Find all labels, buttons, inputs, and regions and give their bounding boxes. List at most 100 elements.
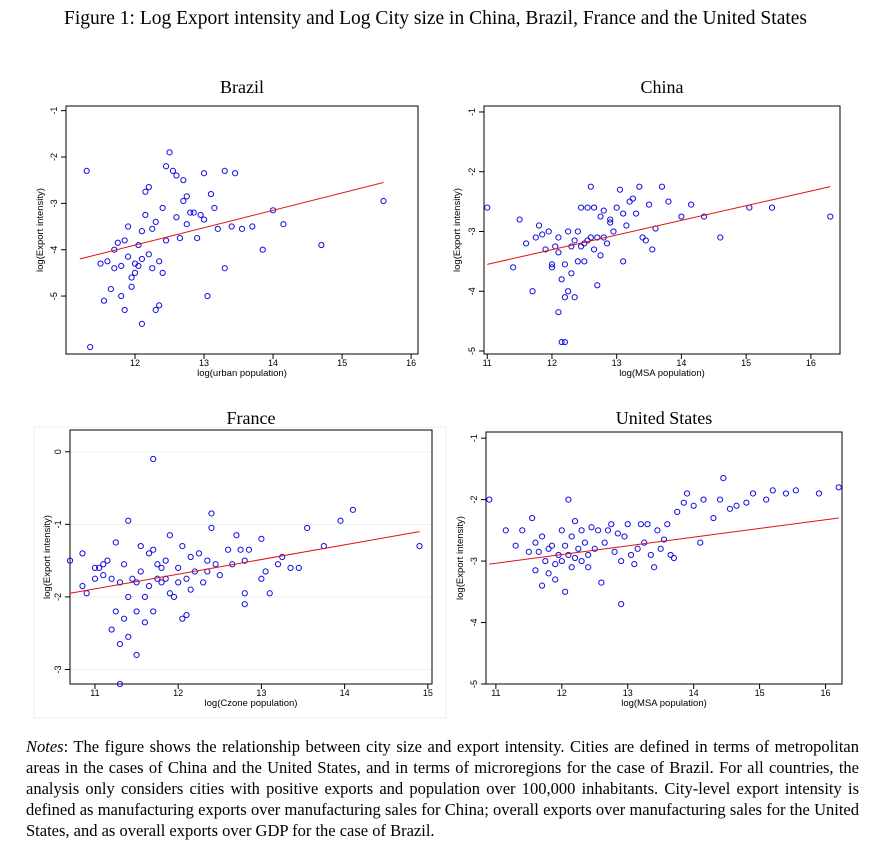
data-point <box>588 524 595 531</box>
y-tick-label: -2 <box>469 496 479 504</box>
data-point <box>207 190 215 198</box>
data-point <box>642 237 649 244</box>
data-point <box>700 213 708 220</box>
data-point <box>607 216 614 223</box>
data-point <box>104 258 111 265</box>
data-point <box>763 496 770 503</box>
data-point <box>194 235 201 242</box>
data-point <box>558 338 565 346</box>
data-point <box>604 527 612 534</box>
data-point <box>304 524 311 532</box>
data-point <box>142 188 149 195</box>
data-point <box>158 579 165 586</box>
data-point <box>683 490 691 497</box>
data-point <box>152 218 159 225</box>
figure-title: Figure 1: Log Export intensity and Log C… <box>63 8 808 29</box>
data-point <box>111 265 118 272</box>
data-point <box>208 524 215 532</box>
data-point <box>100 572 107 579</box>
data-point <box>100 297 108 304</box>
data-point <box>613 204 620 211</box>
data-point <box>120 561 128 568</box>
data-point <box>121 306 128 314</box>
data-point <box>258 575 265 582</box>
data-point <box>581 539 588 546</box>
data-point <box>717 234 724 241</box>
data-point <box>486 496 493 503</box>
x-tick-label: 15 <box>337 358 347 368</box>
data-point <box>532 234 539 241</box>
data-point <box>571 554 579 562</box>
data-point <box>529 514 536 522</box>
data-point <box>620 258 627 265</box>
data-point <box>558 557 565 565</box>
data-point <box>216 572 223 579</box>
data-point <box>100 561 107 568</box>
data-point <box>214 225 221 232</box>
data-point <box>634 545 641 552</box>
data-point <box>525 548 532 555</box>
data-point <box>827 213 834 220</box>
panel-france: France 11 12 13 14 15 0 -1 -2 -3 log(Czone populat… <box>33 408 447 719</box>
data-point <box>249 223 256 230</box>
data-point <box>587 183 594 190</box>
data-point <box>667 551 674 559</box>
y-tick-label: -3 <box>49 199 59 207</box>
plot-frame <box>483 105 841 355</box>
data-point <box>629 195 636 202</box>
data-point <box>535 548 542 555</box>
data-point <box>187 209 194 216</box>
data-point <box>587 234 594 241</box>
data-point <box>555 234 562 241</box>
data-point <box>66 557 74 564</box>
panel-title: United States <box>616 408 713 428</box>
data-point <box>561 338 569 346</box>
x-tick-label: 12 <box>557 688 567 698</box>
data-point <box>128 283 135 290</box>
figure-notes: Notes: The figure shows the relationship… <box>26 736 859 841</box>
data-point <box>145 251 152 258</box>
data-point <box>539 231 546 238</box>
data-point <box>623 222 630 229</box>
data-point <box>183 611 190 619</box>
data-point <box>269 207 277 214</box>
data-point <box>568 243 575 250</box>
x-tick-label: 14 <box>676 358 686 368</box>
data-point <box>183 575 190 582</box>
data-point <box>166 149 173 156</box>
panel-title: China <box>641 77 684 97</box>
data-point <box>187 586 194 593</box>
data-point <box>782 490 790 497</box>
data-point <box>221 265 228 272</box>
data-point <box>83 167 90 174</box>
data-point <box>200 216 208 223</box>
data-point <box>733 502 740 509</box>
data-point <box>835 484 842 491</box>
data-point <box>128 274 135 281</box>
data-point <box>607 219 614 226</box>
data-point <box>125 633 132 640</box>
data-point <box>266 590 273 597</box>
data-point <box>162 237 170 244</box>
data-point <box>138 255 146 263</box>
data-point <box>180 197 187 205</box>
data-point <box>664 521 671 528</box>
data-point <box>259 246 266 253</box>
data-point <box>532 539 539 546</box>
data-point <box>169 167 177 174</box>
data-point <box>121 237 128 244</box>
data-point <box>118 262 125 270</box>
x-tick-label: 16 <box>406 358 416 368</box>
data-point <box>660 536 668 543</box>
data-point <box>510 264 517 271</box>
data-point <box>571 518 579 525</box>
data-point <box>228 223 235 230</box>
data-point <box>159 204 166 212</box>
data-point <box>112 608 119 615</box>
x-tick-label: 14 <box>268 358 278 368</box>
data-point <box>349 506 357 513</box>
data-point <box>532 567 539 574</box>
y-tick-label: -3 <box>469 557 479 565</box>
data-point <box>680 499 687 506</box>
data-point <box>150 608 157 615</box>
